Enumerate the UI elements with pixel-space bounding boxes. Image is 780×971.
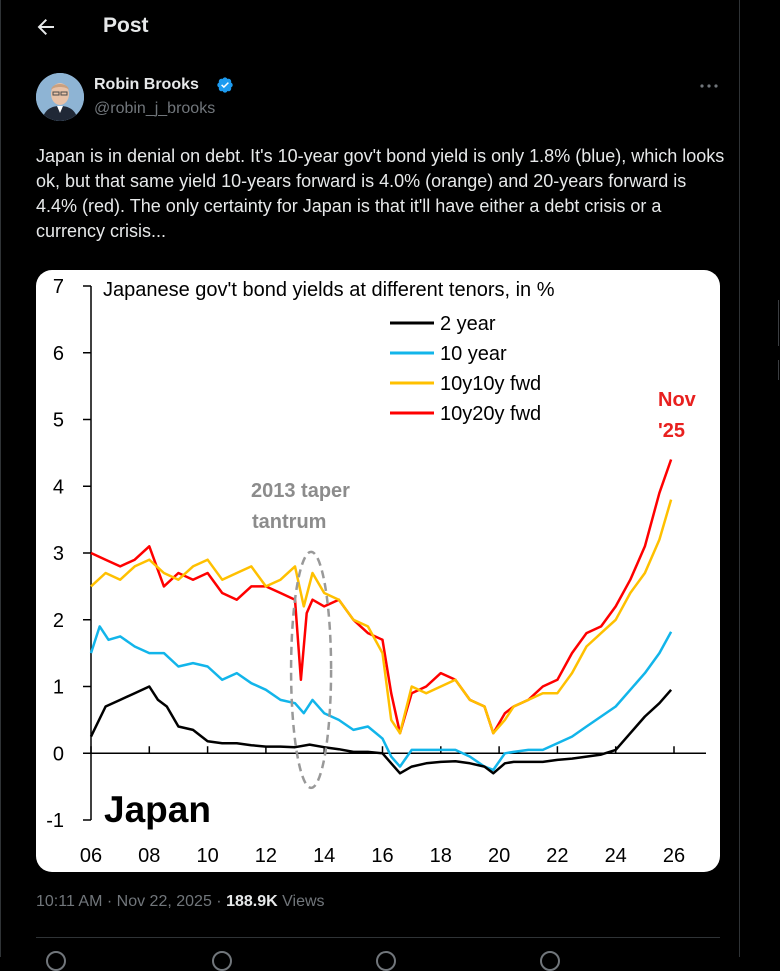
x-tick-label: 24	[605, 845, 627, 867]
y-tick-label: 4	[53, 476, 64, 498]
author-name[interactable]: Robin Brooks	[94, 76, 199, 93]
x-tick-label: 06	[80, 845, 102, 867]
legend-label: 10y20y fwd	[440, 403, 541, 425]
taper-annotation: 2013 taper	[251, 480, 350, 502]
views-icon[interactable]	[540, 951, 560, 971]
country-label: Japan	[104, 789, 211, 830]
avatar[interactable]	[36, 73, 84, 121]
y-tick-label: 5	[53, 410, 64, 432]
x-tick-label: 10	[196, 845, 218, 867]
nov-annotation: '25	[658, 420, 685, 442]
post-date[interactable]: Nov 22, 2025	[116, 893, 212, 910]
x-tick-label: 16	[371, 845, 393, 867]
y-tick-label: 0	[53, 743, 64, 765]
meta-separator: ·	[216, 893, 227, 910]
legend-label: 10y10y fwd	[440, 373, 541, 395]
x-tick-label: 26	[663, 845, 685, 867]
legend-label: 10 year	[440, 343, 507, 365]
taper-tantrum-ellipse	[289, 550, 333, 790]
y-tick-label: 2	[53, 610, 64, 632]
x-tick-label: 20	[488, 845, 510, 867]
meta-separator: ·	[106, 893, 117, 910]
x-tick-label: 08	[138, 845, 160, 867]
series-line-10y20y-fwd	[90, 459, 673, 735]
x-tick-label: 22	[546, 845, 568, 867]
scrollbar-edge-lower	[778, 360, 779, 380]
tweet-text: Japan is in denial on debt. It's 10-year…	[36, 146, 725, 241]
column-border-right	[739, 0, 740, 957]
chart-title: Japanese gov't bond yields at different …	[103, 279, 555, 301]
y-tick-label: 6	[53, 343, 64, 365]
reply-icon[interactable]	[46, 951, 66, 971]
x-tick-label: 14	[313, 845, 335, 867]
nov-annotation: Nov	[658, 389, 697, 411]
post-header: Post	[0, 0, 739, 56]
legend-label: 2 year	[440, 313, 496, 335]
series-line-10y10y-fwd	[90, 499, 673, 735]
y-tick-label: 7	[53, 276, 64, 298]
post-metadata: 10:11 AM · Nov 22, 2025 · 188.9K Views	[36, 893, 325, 911]
views-count: 188.9K	[226, 893, 278, 910]
y-tick-label: -1	[46, 810, 64, 832]
chart-image[interactable]: 7 6 5 4 3 2 1 0 -1 06 08 10 12 14 16 18 20 22 24 26 Japanese…	[36, 270, 720, 872]
divider	[36, 937, 720, 938]
series-line-10-year	[89, 625, 673, 772]
page-title: Post	[103, 14, 149, 37]
x-tick-label: 12	[255, 845, 277, 867]
like-icon[interactable]	[376, 951, 396, 971]
views-label: Views	[282, 893, 325, 910]
y-tick-label: 3	[53, 543, 64, 565]
y-tick-label: 1	[53, 677, 64, 699]
post-time[interactable]: 10:11 AM	[36, 893, 103, 910]
verified-badge-icon[interactable]	[216, 76, 234, 94]
column-border-left	[0, 0, 1, 957]
series-line-2-year	[89, 685, 673, 775]
repost-icon[interactable]	[212, 951, 232, 971]
scrollbar-edge	[778, 300, 779, 346]
back-arrow-icon[interactable]	[34, 15, 58, 39]
x-tick-label: 18	[430, 845, 452, 867]
more-options-icon[interactable]	[697, 76, 721, 96]
taper-annotation: tantrum	[252, 511, 326, 533]
author-handle[interactable]: @robin_j_brooks	[94, 100, 216, 117]
